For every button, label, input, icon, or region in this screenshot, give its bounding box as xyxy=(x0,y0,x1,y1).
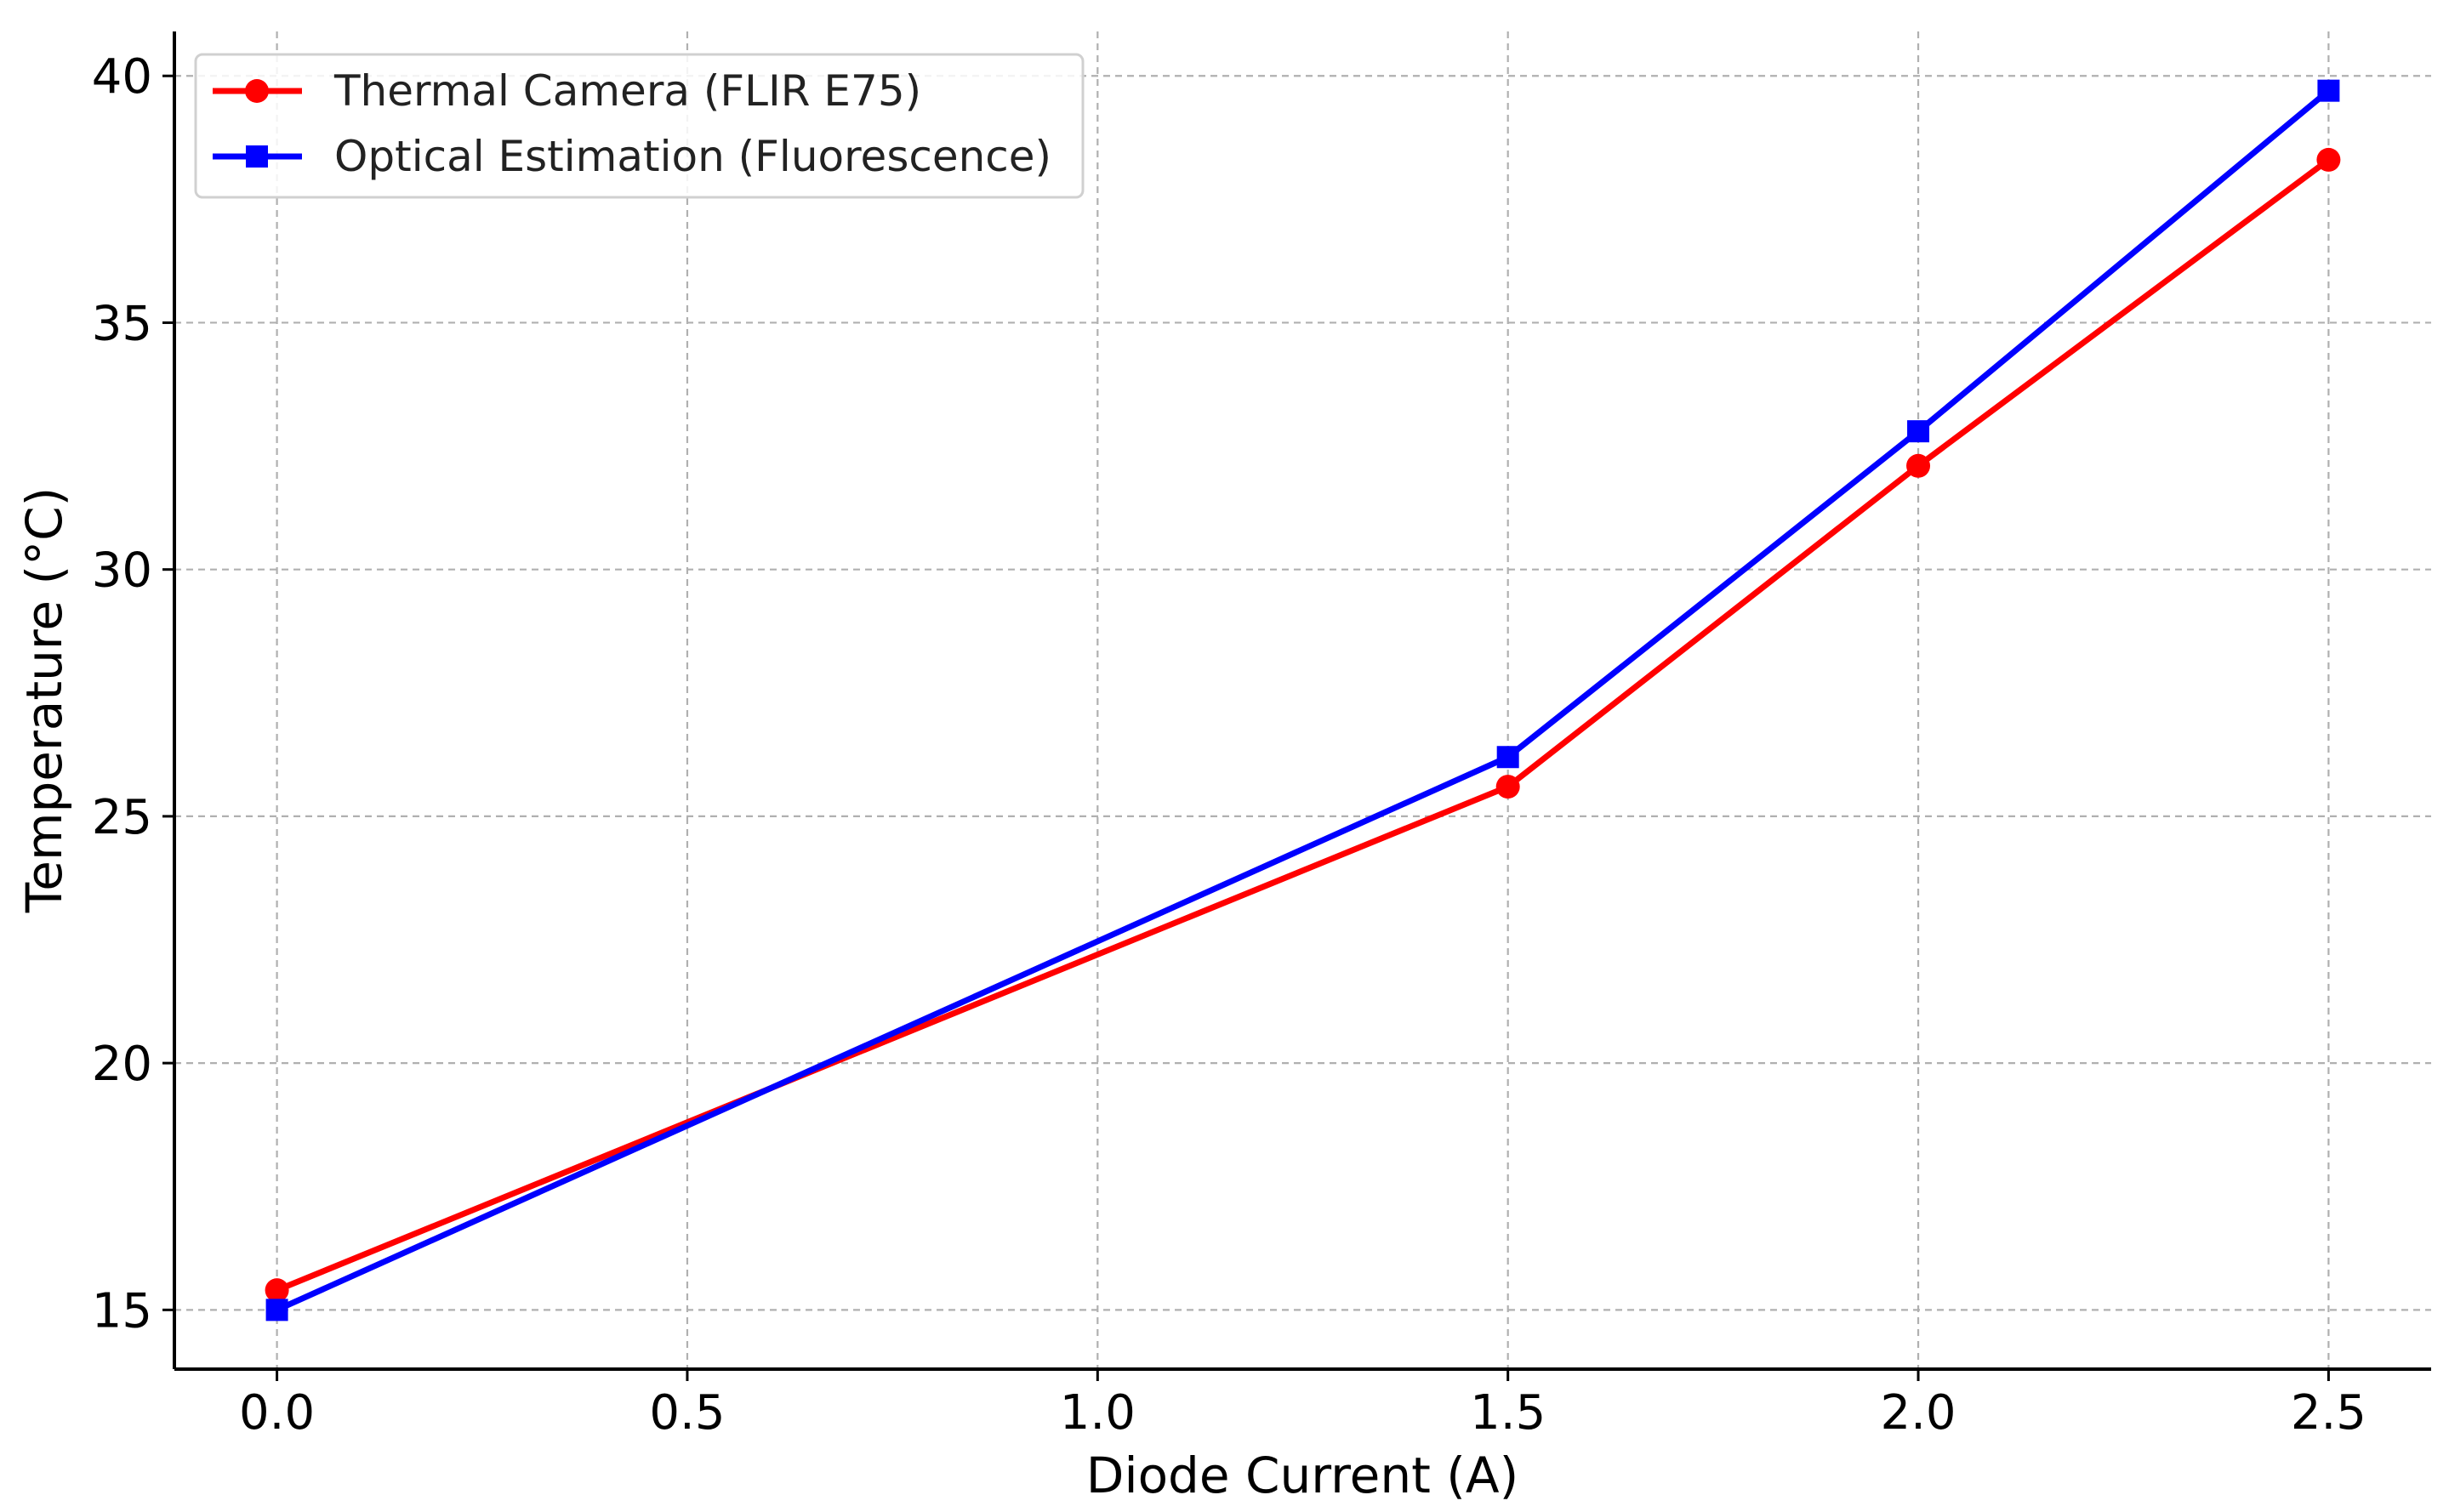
legend: Thermal Camera (FLIR E75) Optical Estimat… xyxy=(194,53,1085,199)
x-tick-label: 1.0 xyxy=(1060,1385,1136,1441)
x-tick-label: 2.0 xyxy=(1881,1385,1956,1441)
y-tick-label: 20 xyxy=(92,1037,152,1092)
y-tick-label: 35 xyxy=(92,296,152,351)
data-point xyxy=(265,1299,288,1322)
data-point xyxy=(2317,79,2340,102)
series-line xyxy=(274,156,2332,1293)
x-tick-label: 0.0 xyxy=(239,1385,315,1441)
data-point xyxy=(1495,775,1520,799)
data-point xyxy=(2316,147,2341,172)
legend-box xyxy=(194,53,1085,199)
y-tick-label: 40 xyxy=(92,49,152,105)
data-point xyxy=(265,1278,289,1303)
y-tick-label: 25 xyxy=(92,790,152,845)
legend-marker xyxy=(245,79,269,103)
axes xyxy=(173,31,2431,1371)
series-line xyxy=(274,88,2332,1313)
series-1 xyxy=(265,147,2341,1303)
x-axis-label: Diode Current (A) xyxy=(1086,1447,1518,1504)
x-tick-label: 1.5 xyxy=(1470,1385,1546,1441)
data-point xyxy=(1906,453,1931,478)
tick-marks xyxy=(162,74,2330,1381)
series-2 xyxy=(265,79,2340,1322)
series xyxy=(265,79,2341,1322)
x-tick-label: 0.5 xyxy=(649,1385,725,1441)
y-tick-label: 15 xyxy=(92,1283,152,1339)
y-tick-label: 30 xyxy=(92,543,152,599)
legend-label: Optical Estimation (Fluorescence) xyxy=(334,132,1051,181)
x-tick-label: 2.5 xyxy=(2291,1385,2366,1441)
data-point xyxy=(1907,420,1930,443)
y-axis-label: Temperature (°C) xyxy=(15,487,73,914)
legend-marker xyxy=(246,145,268,168)
data-point xyxy=(1496,746,1519,769)
tick-labels: 0.0 0.5 1.0 1.5 2.0 2.5 15 20 25 30 35 40 xyxy=(92,49,2366,1441)
legend-label: Thermal Camera (FLIR E75) xyxy=(333,66,921,116)
grid xyxy=(174,31,2431,1369)
